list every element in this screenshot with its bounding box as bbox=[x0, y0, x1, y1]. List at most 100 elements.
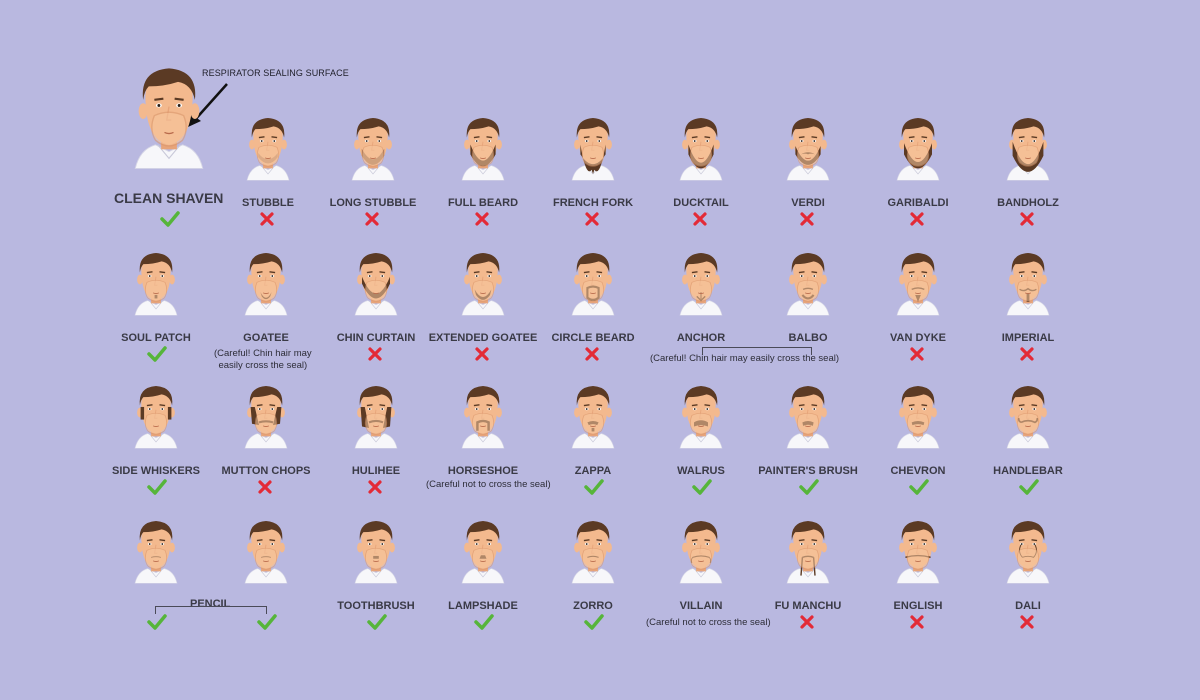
style-label: BANDHOLZ bbox=[997, 197, 1059, 209]
check-icon bbox=[1019, 479, 1039, 500]
face-painters-brush bbox=[780, 368, 836, 462]
face-imperial bbox=[1000, 235, 1056, 329]
face-walrus bbox=[673, 368, 729, 462]
face-bandholz bbox=[1000, 100, 1056, 194]
style-label: STUBBLE bbox=[242, 197, 294, 209]
style-label: FULL BEARD bbox=[447, 197, 519, 209]
face-handlebar bbox=[1000, 368, 1056, 462]
style-label: VAN DYKE bbox=[889, 332, 947, 344]
face-horseshoe bbox=[455, 368, 511, 462]
pencil-bracket bbox=[155, 606, 267, 614]
style-label: ANCHOR bbox=[676, 332, 726, 344]
check-icon bbox=[160, 211, 180, 232]
face-english bbox=[890, 503, 946, 597]
style-label: WALRUS bbox=[677, 465, 725, 477]
style-label: BALBO bbox=[788, 332, 828, 344]
face-anchor bbox=[673, 235, 729, 329]
cross-icon bbox=[364, 211, 380, 232]
cross-icon bbox=[259, 211, 275, 232]
style-label: HULIHEE bbox=[351, 465, 401, 477]
face-goatee bbox=[238, 235, 294, 329]
check-icon bbox=[257, 614, 277, 635]
face-ducktail bbox=[673, 100, 729, 194]
check-icon bbox=[692, 479, 712, 500]
face-side-whiskers bbox=[128, 368, 184, 462]
face-extended-goatee bbox=[455, 235, 511, 329]
face-verdi bbox=[780, 100, 836, 194]
style-label: CHIN CURTAIN bbox=[336, 332, 416, 344]
check-icon bbox=[909, 479, 929, 500]
cross-icon bbox=[1019, 211, 1035, 232]
goatee-note: (Careful! Chin hair may easily cross the… bbox=[214, 348, 312, 371]
callout-label: RESPIRATOR SEALING SURFACE bbox=[202, 68, 349, 78]
style-label: SIDE WHISKERS bbox=[111, 465, 200, 477]
callout-arrow bbox=[188, 83, 228, 127]
face-stubble bbox=[240, 100, 296, 194]
face-hulihee bbox=[348, 368, 404, 462]
villain-note: (Careful not to cross the seal) bbox=[646, 617, 771, 628]
cross-icon bbox=[692, 211, 708, 232]
anchor-balbo-bracket bbox=[702, 347, 812, 355]
face-toothbrush bbox=[348, 503, 404, 597]
face-chin-curtain bbox=[348, 235, 404, 329]
cross-icon bbox=[584, 211, 600, 232]
anchor-balbo-note: (Careful! Chin hair may easily cross the… bbox=[650, 353, 840, 364]
face-villain bbox=[673, 503, 729, 597]
face-zorro bbox=[565, 503, 621, 597]
face-pencil bbox=[238, 503, 294, 597]
hero-face bbox=[124, 60, 214, 170]
cross-icon bbox=[1019, 614, 1035, 635]
style-label: EXTENDED GOATEE bbox=[428, 332, 538, 344]
face-fu-manchu bbox=[780, 503, 836, 597]
check-icon bbox=[147, 614, 167, 635]
style-label: HORSESHOE bbox=[447, 465, 519, 477]
style-label: ZAPPA bbox=[574, 465, 612, 477]
style-label: CHEVRON bbox=[890, 465, 946, 477]
cross-icon bbox=[257, 479, 273, 500]
style-label: MUTTON CHOPS bbox=[221, 465, 311, 477]
cross-icon bbox=[584, 346, 600, 367]
style-label: CIRCLE BEARD bbox=[551, 332, 635, 344]
style-label: VERDI bbox=[791, 197, 825, 209]
face-circle-beard bbox=[565, 235, 621, 329]
style-label: FU MANCHU bbox=[774, 600, 842, 612]
horseshoe-note: (Careful not to cross the seal) bbox=[426, 479, 551, 490]
check-icon bbox=[367, 614, 387, 635]
cross-icon bbox=[799, 211, 815, 232]
style-label: PAINTER'S BRUSH bbox=[758, 465, 858, 477]
cross-icon bbox=[909, 614, 925, 635]
check-icon bbox=[799, 479, 819, 500]
face-pencil bbox=[128, 503, 184, 597]
style-label: DUCKTAIL bbox=[673, 197, 729, 209]
style-label: LAMPSHADE bbox=[448, 600, 518, 612]
face-long-stubble bbox=[345, 100, 401, 194]
face-chevron bbox=[890, 368, 946, 462]
style-label: ENGLISH bbox=[893, 600, 943, 612]
face-balbo bbox=[780, 235, 836, 329]
style-label: LONG STUBBLE bbox=[329, 197, 417, 209]
style-label: FRENCH FORK bbox=[552, 197, 634, 209]
cross-icon bbox=[474, 346, 490, 367]
hero-label: CLEAN SHAVEN bbox=[114, 190, 224, 206]
cross-icon bbox=[1019, 346, 1035, 367]
face-van-dyke bbox=[890, 235, 946, 329]
face-french-fork bbox=[565, 100, 621, 194]
style-label: ZORRO bbox=[573, 600, 613, 612]
style-label: VILLAIN bbox=[679, 600, 723, 612]
cross-icon bbox=[367, 346, 383, 367]
check-icon bbox=[584, 614, 604, 635]
face-soul-patch bbox=[128, 235, 184, 329]
face-garibaldi bbox=[890, 100, 946, 194]
style-label: SOUL PATCH bbox=[121, 332, 191, 344]
face-dali bbox=[1000, 503, 1056, 597]
check-icon bbox=[584, 479, 604, 500]
cross-icon bbox=[367, 479, 383, 500]
face-zappa bbox=[565, 368, 621, 462]
face-mutton-chops bbox=[238, 368, 294, 462]
check-icon bbox=[474, 614, 494, 635]
cross-icon bbox=[799, 614, 815, 635]
face-full-beard bbox=[455, 100, 511, 194]
style-label: HANDLEBAR bbox=[993, 465, 1063, 477]
pencil-label: PENCIL bbox=[190, 598, 231, 610]
